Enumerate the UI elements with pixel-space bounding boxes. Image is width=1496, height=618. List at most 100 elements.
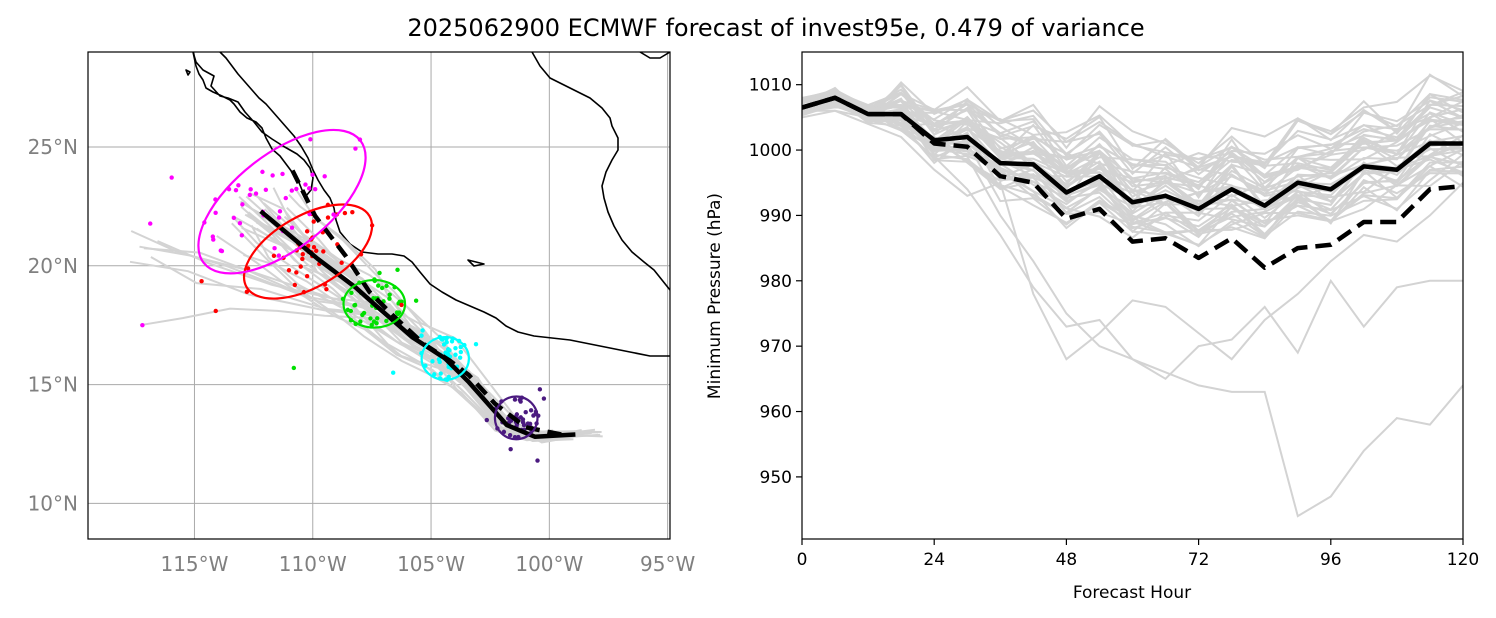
ensemble-position [294,186,299,192]
ensemble-position [413,298,419,303]
ensemble-position [449,339,455,344]
x-tick-label: 48 [1056,550,1078,570]
lon-tick-label: 95°W [640,552,695,576]
ensemble-pressure-line [802,92,1463,176]
ensemble-position [311,244,317,250]
ensemble-pressure-line [802,84,1463,191]
island [467,259,485,267]
ensemble-position [390,370,396,375]
ensemble-position [518,415,523,420]
ensemble-position [300,256,305,262]
ensemble-pressure-line [802,109,1463,361]
ensemble-position [339,260,344,265]
ensemble-position [430,359,435,364]
ensemble-position [300,252,305,257]
ensemble-position [311,219,316,224]
ensemble-position [395,267,400,273]
ensemble-position [324,286,329,292]
ensemble-position [379,285,385,291]
ensemble-position [283,195,288,201]
ensemble-position [314,248,319,254]
ensemble-position [325,215,331,220]
ensemble-position [199,278,204,284]
ensemble-position [263,187,269,192]
ensemble-position [148,221,153,226]
ensemble-position [350,209,355,215]
y-tick-label: 1000 [749,141,792,161]
ensemble-position [419,333,424,338]
ensemble-position [521,423,527,428]
cluster-ellipse [242,203,374,300]
ensemble-position [310,172,315,177]
ensemble-position [361,310,367,316]
ensemble-position [280,171,285,177]
ensemble-position [432,372,437,377]
ensemble-position [276,215,282,220]
ensemble-position [277,209,283,214]
ensemble-position [345,307,350,313]
lat-tick-label: 20°N [28,254,78,278]
ensemble-position [399,302,404,308]
ensemble-position [353,146,358,151]
ensemble-position [304,229,310,234]
ensemble-pressure-line [802,103,1463,228]
lon-tick-label: 105°W [397,552,465,576]
ensemble-position [308,137,313,142]
lat-tick-label: 10°N [28,491,78,515]
ensemble-position [377,270,382,276]
y-tick-label: 1010 [749,76,792,96]
y-tick-label: 960 [760,403,792,423]
ensemble-position [322,174,327,179]
ensemble-position [306,186,312,191]
ensemble-pressure-line [802,94,1463,189]
ensemble-position [501,429,507,435]
pressure-x-axis-label: Forecast Hour [1073,583,1191,603]
ensemble-position [420,328,425,333]
island-small [185,69,191,76]
ensemble-position [352,303,357,308]
x-tick-label: 24 [923,550,945,570]
ensemble-position [457,355,463,360]
pressure-ticks: 0 24 48 72 96 120 950 960 970 980 990 1000 1010 [749,76,1479,570]
ensemble-track [129,260,576,442]
ensemble-position [240,202,245,207]
ensemble-position [473,342,479,347]
ensemble-position [292,282,298,288]
ensemble-pressure-line [802,91,1463,187]
x-tick-label: 72 [1188,550,1210,570]
ensemble-position [508,446,513,452]
ensemble-position [369,322,374,328]
pressure-y-axis-label: Minimum Pressure (hPa) [705,193,725,399]
dashed-pressure-line [802,95,1463,270]
ensemble-position [395,311,401,317]
ensemble-position [289,188,295,193]
ensemble-position [507,433,513,438]
lon-tick-label: 115°W [160,552,228,576]
ensemble-position [247,192,253,198]
ensemble-position [169,175,174,180]
ensemble-pressure-line [802,96,1463,247]
ensemble-position [371,319,377,324]
ensemble-position [387,292,392,297]
ensemble-track [283,215,586,436]
ensemble-position [349,290,354,295]
ensemble-position [447,348,452,353]
ensemble-position [272,245,277,251]
map-frame [87,51,671,540]
ensemble-position [537,387,543,392]
ensemble-position [541,396,547,401]
ensemble-position [239,233,245,238]
pressure-mean-lines [802,95,1463,270]
ensemble-position [248,187,253,192]
ensemble-position [291,365,297,371]
ensemble-position [233,188,239,193]
cluster-ellipse [342,278,407,329]
ensemble-position [237,221,243,226]
ensemble-pressure-line [802,109,1463,381]
ensemble-position [331,212,336,217]
map-tick-labels: 115°W 110°W 105°W 100°W 95°W 10°N 15°N 20°N 25°N [28,135,696,576]
track-map-panel: 115°W 110°W 105°W 100°W 95°W 10°N 15°N 20°N 25°N [28,51,696,576]
ensemble-position [512,397,518,402]
ensemble-position [286,268,292,273]
